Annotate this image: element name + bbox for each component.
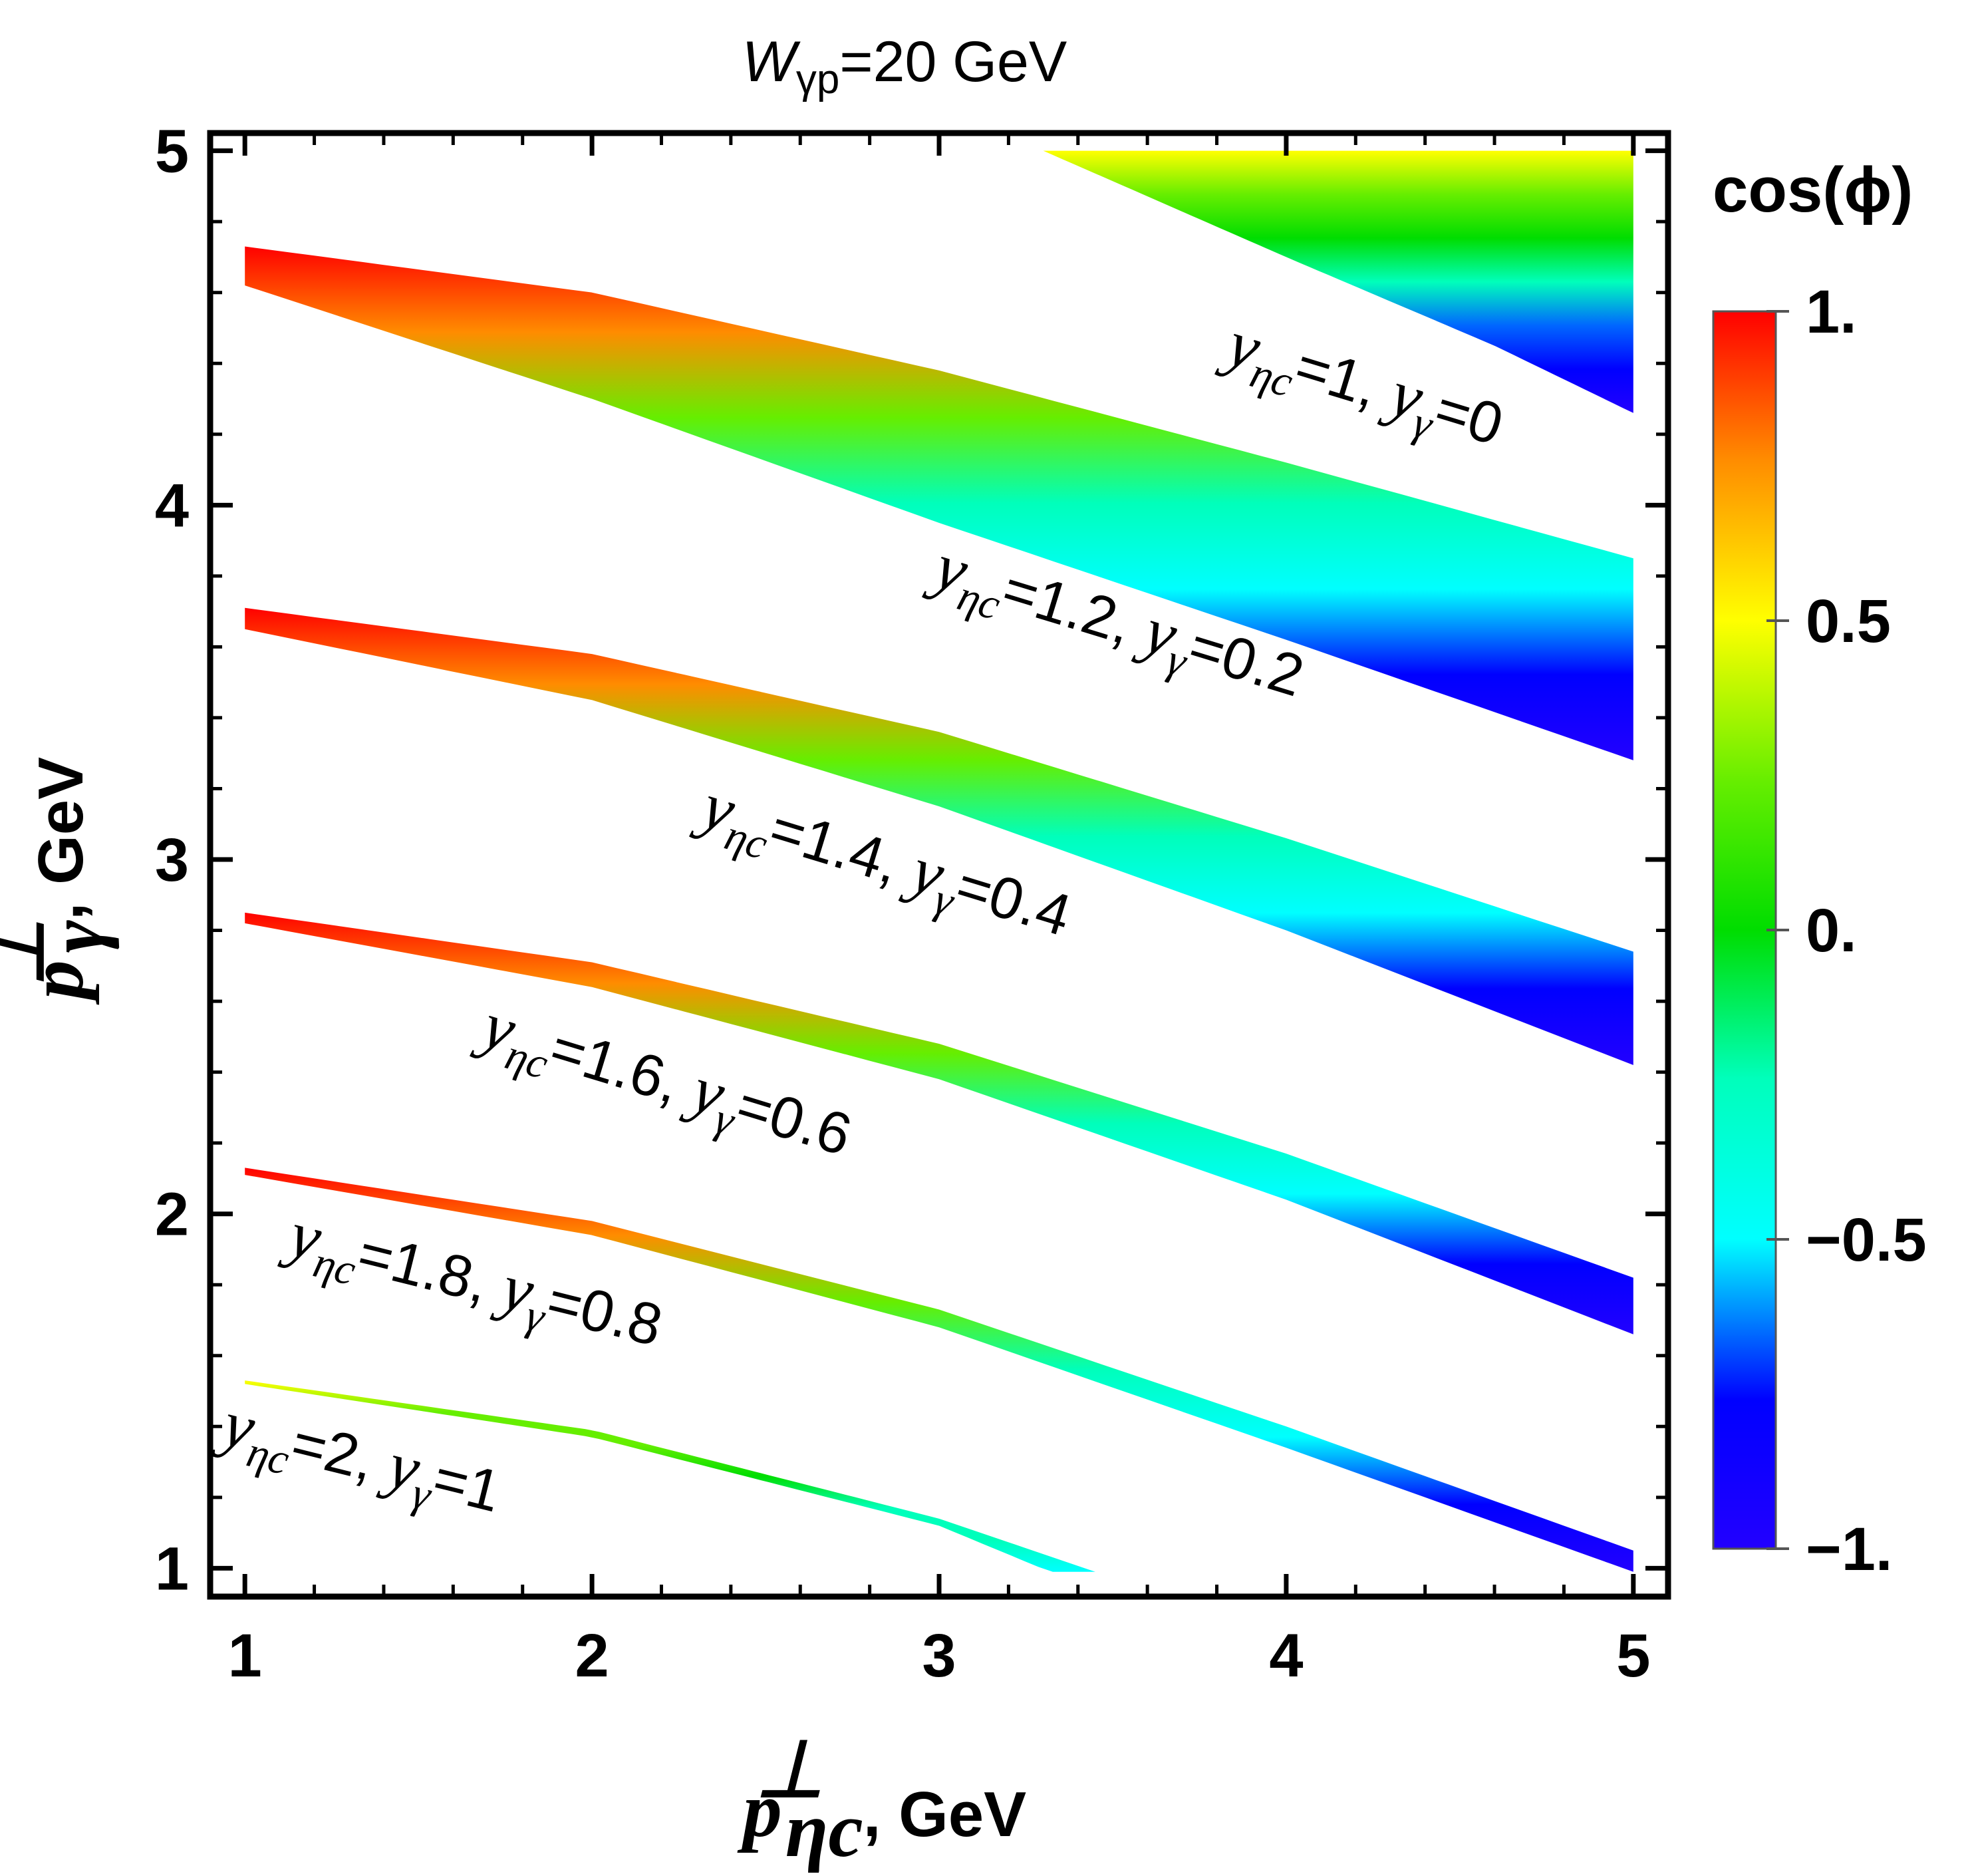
band-label-4: yηc=1.8, yγ=0.8 xyxy=(274,1195,670,1370)
y-tick-label: 1 xyxy=(155,1535,189,1603)
y-tick-label: 4 xyxy=(155,472,189,540)
colorbar-tick-label: −1. xyxy=(1806,1515,1892,1583)
band-series-2 xyxy=(245,607,1633,1065)
axis-tick-labels: 1 2 3 4 5 1 2 3 4 5 xyxy=(155,118,1651,1690)
y-tick-label: 2 xyxy=(155,1181,189,1249)
band-series-5 xyxy=(245,1380,1095,1572)
y-axis-title: p⊥γ, GeV xyxy=(0,757,120,1005)
colorbar-ticks: 1. 0.5 0. −0.5 −1. xyxy=(1766,278,1927,1583)
x-tick-label: 1 xyxy=(228,1622,262,1690)
x-tick-label: 2 xyxy=(575,1622,609,1690)
colorbar-tick-label: 1. xyxy=(1806,278,1857,346)
x-tick-label: 5 xyxy=(1616,1622,1650,1690)
chart-title: Wγp=20 GeV xyxy=(742,30,1067,102)
y-tick-label: 3 xyxy=(155,826,189,894)
data-bands xyxy=(245,150,1633,1572)
band-label-1: yηc=1.2, yγ=0.2 xyxy=(918,527,1314,720)
band-series-0 xyxy=(1043,150,1633,413)
band-series-1 xyxy=(245,246,1633,760)
colorbar-tick-label: −0.5 xyxy=(1806,1206,1927,1274)
colorbar xyxy=(1712,310,1777,1550)
axis-ticks xyxy=(210,133,1668,1597)
x-tick-label: 4 xyxy=(1269,1622,1303,1690)
colorbar-title: cos(ϕ) xyxy=(1713,154,1913,226)
band-label-5: yηc=2, yγ=1 xyxy=(208,1384,509,1536)
colorbar-tick-label: 0. xyxy=(1806,897,1857,965)
colorbar-tick-label: 0.5 xyxy=(1806,587,1891,655)
x-tick-label: 3 xyxy=(922,1622,956,1690)
y-tick-label: 5 xyxy=(155,118,189,186)
x-axis-title: p⊥ ηc, GeV xyxy=(737,1726,1026,1873)
